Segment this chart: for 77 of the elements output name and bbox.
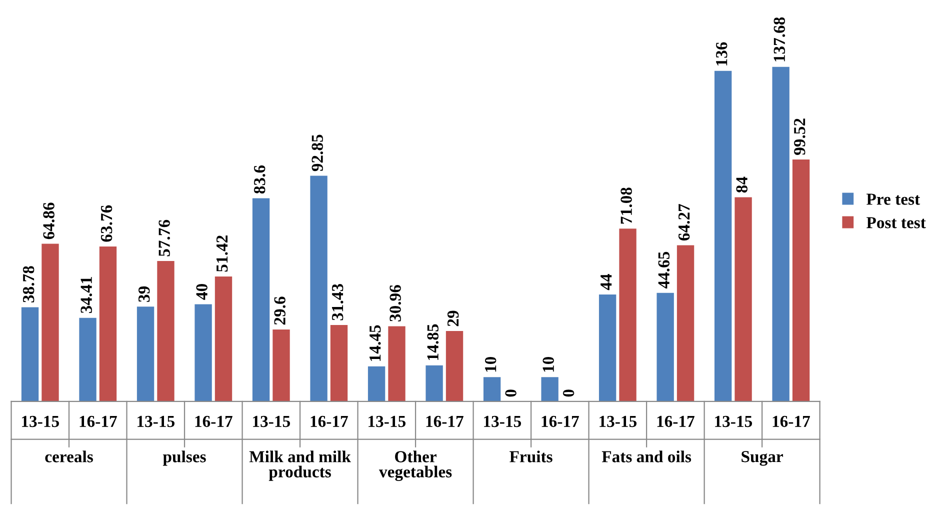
bar bbox=[272, 330, 290, 402]
data-label: 10 bbox=[484, 356, 496, 372]
text: Other vegetables bbox=[378, 450, 452, 481]
bar bbox=[541, 377, 558, 402]
data-label: 0 bbox=[505, 390, 516, 397]
data-label: 136 bbox=[716, 42, 728, 66]
bar bbox=[676, 245, 694, 402]
bar bbox=[99, 246, 117, 402]
data-label: 30.96 bbox=[390, 285, 402, 322]
data-label: 57.76 bbox=[158, 220, 170, 256]
x-tick-label: 16-17 bbox=[310, 416, 348, 428]
data-label: 14.85 bbox=[427, 324, 439, 360]
data-label: 14.45 bbox=[370, 325, 381, 361]
bar bbox=[252, 198, 270, 402]
x-tick-label: 16-17 bbox=[195, 416, 232, 428]
bar bbox=[656, 292, 674, 402]
data-label: 29 bbox=[447, 310, 459, 326]
data-label: 31.43 bbox=[332, 284, 344, 320]
bar bbox=[388, 326, 406, 402]
text: Sugar bbox=[742, 451, 783, 466]
data-label: 29.6 bbox=[274, 296, 286, 325]
bar bbox=[772, 66, 790, 402]
data-label: 10 bbox=[542, 356, 554, 372]
text: cereals bbox=[45, 450, 93, 462]
text: Fruits bbox=[510, 450, 552, 462]
data-label: 64.86 bbox=[43, 202, 54, 240]
bar bbox=[426, 365, 443, 402]
data-label: 44.65 bbox=[658, 252, 670, 289]
x-tick-label: 13-15 bbox=[368, 416, 406, 428]
bar bbox=[42, 244, 59, 402]
bar bbox=[714, 70, 732, 402]
x-tick-label: 16-17 bbox=[772, 416, 810, 428]
bar bbox=[157, 261, 174, 402]
x-tick-label: 13-15 bbox=[138, 416, 174, 428]
bar bbox=[368, 366, 386, 402]
data-label: 38.78 bbox=[22, 266, 34, 302]
bar bbox=[310, 176, 328, 402]
data-label: 137.68 bbox=[774, 17, 786, 62]
data-label: 92.85 bbox=[312, 134, 324, 172]
bar bbox=[330, 325, 348, 402]
x-tick-label: 16-17 bbox=[657, 416, 694, 428]
bar bbox=[446, 330, 464, 402]
x-tick-label: 13-15 bbox=[253, 416, 290, 428]
legend-label: Post test bbox=[866, 217, 926, 228]
bar bbox=[136, 306, 154, 402]
bar bbox=[734, 197, 752, 402]
data-label: 83.6 bbox=[254, 165, 266, 194]
data-label: 99.52 bbox=[794, 118, 806, 155]
data-label: 0 bbox=[562, 390, 574, 397]
data-label: 34.41 bbox=[80, 277, 92, 314]
data-label: 40 bbox=[196, 284, 208, 300]
bar bbox=[792, 160, 810, 402]
data-label: 84 bbox=[736, 176, 748, 193]
x-tick-label: 13-15 bbox=[600, 416, 637, 428]
text: Fats and oils bbox=[602, 450, 692, 462]
bar bbox=[21, 307, 39, 402]
x-tick-label: 13-15 bbox=[22, 416, 59, 428]
x-tick-label: 16-17 bbox=[426, 416, 464, 428]
data-label: 44 bbox=[600, 274, 612, 290]
x-tick-label: 16-17 bbox=[542, 416, 579, 428]
bar bbox=[598, 294, 616, 402]
x-tick-label: 13-15 bbox=[484, 416, 521, 428]
text: pulses bbox=[162, 450, 206, 466]
data-label: 51.42 bbox=[216, 236, 228, 272]
bar bbox=[214, 276, 232, 402]
data-label: 63.76 bbox=[100, 205, 112, 242]
bar bbox=[194, 304, 212, 402]
bar bbox=[483, 377, 501, 402]
data-label: 39 bbox=[138, 286, 150, 302]
text: Milk and milk products bbox=[249, 450, 351, 481]
data-label: 71.08 bbox=[620, 188, 632, 224]
legend-label: Pre test bbox=[866, 194, 920, 205]
x-tick-label: 16-17 bbox=[80, 416, 117, 428]
data-label: 64.27 bbox=[678, 204, 690, 240]
x-tick-label: 13-15 bbox=[715, 416, 752, 428]
bar bbox=[619, 228, 636, 402]
bar bbox=[79, 318, 96, 402]
